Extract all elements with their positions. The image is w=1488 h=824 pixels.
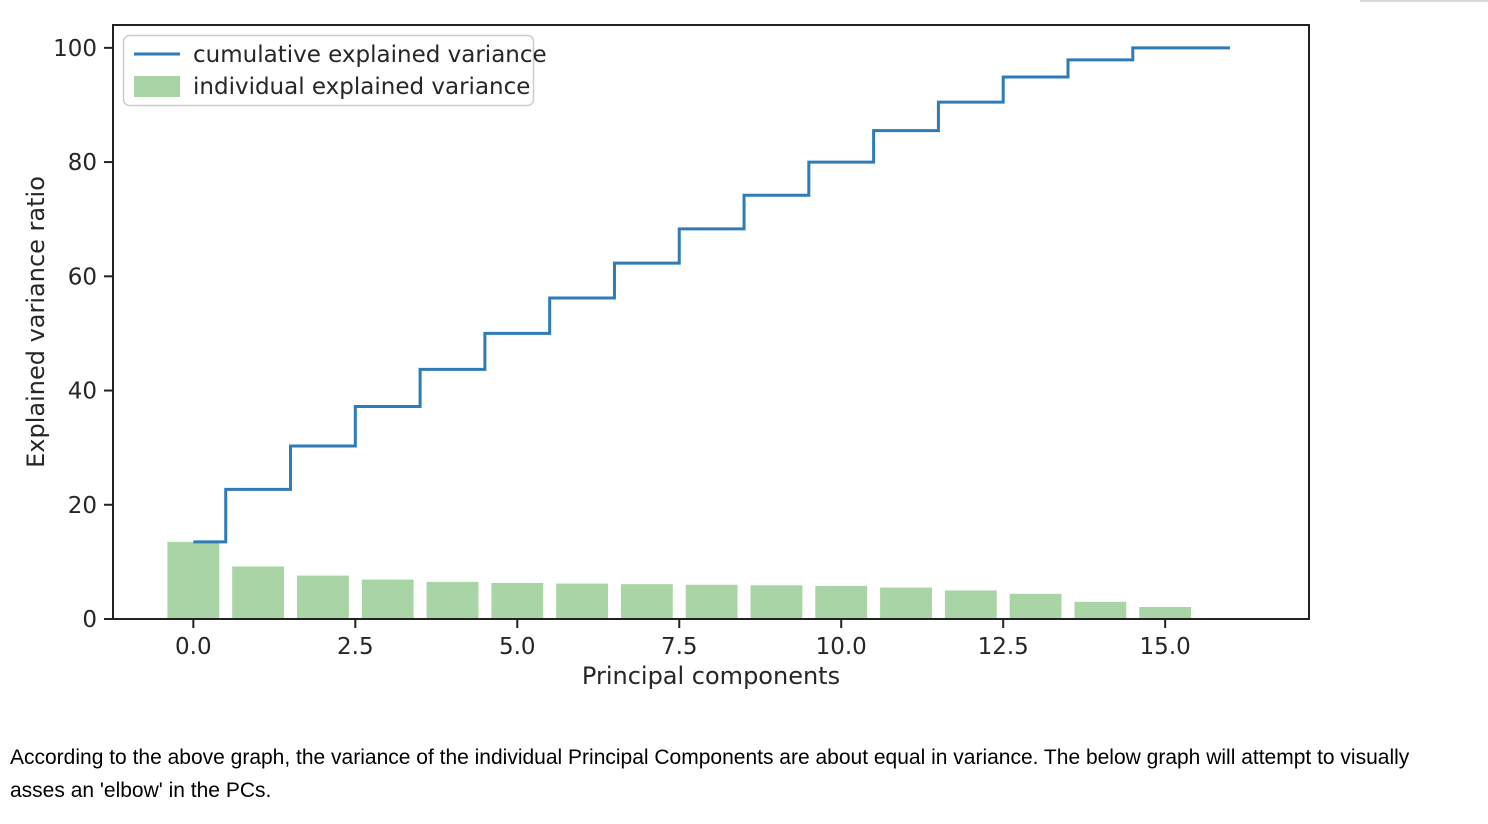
legend-label-cumulative: cumulative explained variance [193,42,547,68]
individual-variance-bar [815,585,868,619]
individual-variance-bar [620,584,673,619]
y-axis-label: Explained variance ratio [22,176,50,468]
legend-label-individual: individual explained variance [193,74,530,100]
individual-variance-bar [1139,607,1192,619]
axes-frame [112,24,1310,620]
individual-variance-bar [426,581,479,619]
x-tick-label: 0.0 [175,634,212,660]
cumulative-variance-line [193,46,1230,544]
individual-variance-bar [944,590,997,619]
y-tick-label: 100 [53,36,97,62]
individual-variance-bar [880,587,932,619]
x-tick-label: 10.0 [816,634,867,660]
individual-variance-bar [556,583,608,619]
individual-variance-bar [1009,593,1062,619]
individual-variance-bar [167,541,220,619]
y-tick-label: 80 [68,150,97,176]
individual-variance-bar [1074,601,1127,619]
individual-variance-bar [232,566,285,619]
individual-variance-bar [297,575,349,619]
legend-patch-swatch [134,76,180,97]
pca-chart-svg: 0.0 2.5 5.0 7.5 10.0 12.5 15.0 0 20 40 60 80 100 Prin… [22,24,1310,690]
pca-variance-figure: 0.0 2.5 5.0 7.5 10.0 12.5 15.0 0 20 40 60 80 100 Prin… [22,24,1310,690]
individual-variance-bar [685,584,738,619]
analysis-text: According to the above graph, the varian… [10,741,1478,807]
analysis-text-line1: According to the above graph, the varian… [10,746,1410,769]
y-tick-label: 40 [68,379,97,405]
x-tick-label: 12.5 [978,634,1029,660]
y-tick-label: 20 [68,493,97,519]
y-tick-label: 60 [68,264,97,290]
x-axis-label: Principal components [582,662,840,690]
individual-variance-bar [491,583,544,619]
x-tick-label: 15.0 [1140,634,1191,660]
individual-variance-bar [361,579,414,619]
x-tick-label: 2.5 [337,634,374,660]
analysis-text-line2: asses an 'elbow' in the PCs. [10,779,272,802]
x-tick-label: 5.0 [499,634,536,660]
legend-box [122,34,535,107]
y-tick-label: 0 [82,607,97,633]
individual-variance-bar [750,585,803,619]
x-tick-label: 7.5 [661,634,698,660]
